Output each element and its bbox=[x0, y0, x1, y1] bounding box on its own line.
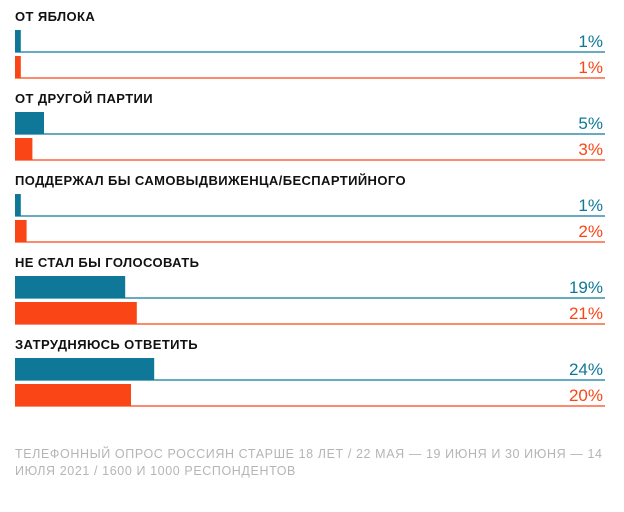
value-label: 21% bbox=[569, 304, 603, 323]
footnote: ТЕЛЕФОННЫЙ ОПРОС РОССИЯН СТАРШЕ 18 ЛЕТ /… bbox=[15, 447, 603, 478]
bar bbox=[15, 194, 21, 216]
value-label: 1% bbox=[578, 196, 603, 215]
value-label: 2% bbox=[578, 222, 603, 241]
bar bbox=[15, 112, 44, 134]
value-label: 1% bbox=[578, 32, 603, 51]
value-label: 20% bbox=[569, 386, 603, 405]
value-label: 24% bbox=[569, 360, 603, 379]
category-label: ОТ ДРУГОЙ ПАРТИИ bbox=[15, 91, 153, 106]
category-label: НЕ СТАЛ БЫ ГОЛОСОВАТЬ bbox=[15, 255, 199, 270]
bar bbox=[15, 30, 21, 52]
category-label: ПОДДЕРЖАЛ БЫ САМОВЫДВИЖЕНЦА/БЕСПАРТИЙНОГ… bbox=[15, 173, 406, 188]
category-label: ОТ ЯБЛОКА bbox=[15, 9, 95, 24]
bar-chart: ОТ ЯБЛОКА 1% 1% ОТ ДРУГОЙ ПАРТИИ 5% 3% ПОДДЕРЖ… bbox=[15, 9, 605, 407]
category-label: ЗАТРУДНЯЮСЬ ОТВЕТИТЬ bbox=[15, 337, 198, 352]
value-label: 19% bbox=[569, 278, 603, 297]
bar bbox=[15, 276, 126, 298]
bar bbox=[15, 56, 21, 78]
value-label: 5% bbox=[578, 114, 603, 133]
bar bbox=[15, 138, 33, 160]
bar bbox=[15, 358, 155, 380]
value-label: 3% bbox=[578, 140, 603, 159]
bar bbox=[15, 220, 27, 242]
value-label: 1% bbox=[578, 58, 603, 77]
bar bbox=[15, 384, 131, 406]
bar bbox=[15, 302, 137, 324]
